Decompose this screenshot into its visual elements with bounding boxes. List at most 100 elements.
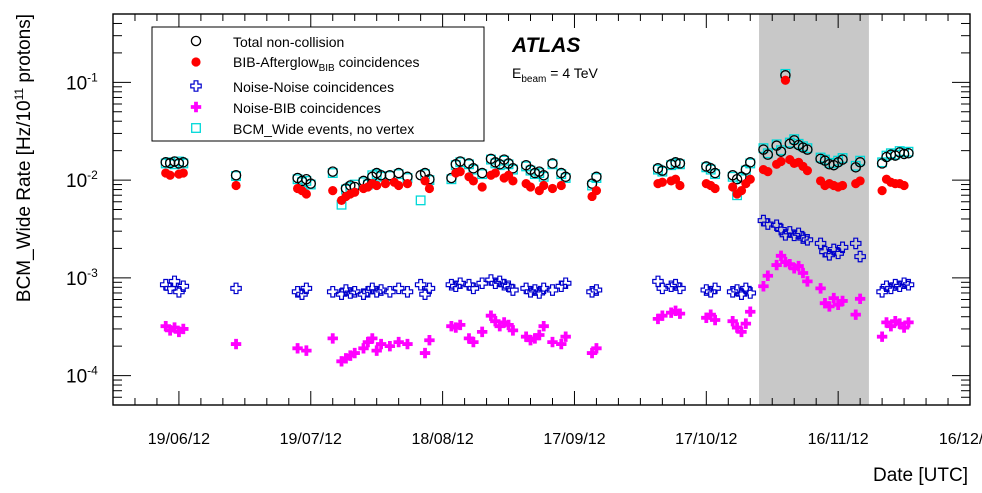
data-point-noise-noise xyxy=(893,280,906,293)
legend-label-noise-bib: Noise-BIB coincidences xyxy=(233,100,381,116)
data-point-noise-bib xyxy=(160,320,171,332)
data-point-bib-afterglow xyxy=(165,170,175,180)
data-point-bib-afterglow xyxy=(855,176,865,186)
data-point-noise-noise xyxy=(423,282,436,295)
data-point-noise-noise xyxy=(792,227,805,240)
data-point-noise-noise xyxy=(392,282,405,295)
data-point-noise-bib xyxy=(815,283,826,294)
data-point-total xyxy=(327,166,338,177)
x-tick-label: 19/07/12 xyxy=(280,431,342,448)
data-point-noise-noise xyxy=(674,282,686,295)
data-point-noise-noise xyxy=(300,282,313,295)
data-point-noise-bib xyxy=(740,318,752,329)
data-point-noise-bib xyxy=(775,250,787,262)
data-point-noise-bib xyxy=(797,267,809,279)
data-point-noise-noise xyxy=(524,285,537,298)
data-point-noise-noise xyxy=(902,278,915,291)
data-point-noise-noise xyxy=(726,285,739,298)
data-point-total xyxy=(547,158,558,169)
data-point-noise-noise xyxy=(507,284,519,296)
data-point-noise-noise xyxy=(401,285,414,298)
data-point-noise-bib xyxy=(657,310,668,321)
data-point-noise-bib xyxy=(494,320,505,332)
data-point-noise-bib xyxy=(727,315,738,327)
data-point-bib-afterglow xyxy=(728,182,738,192)
data-point-noise-bib xyxy=(349,347,360,359)
data-point-noise-bib xyxy=(503,319,514,331)
data-point-bib-afterglow xyxy=(591,186,602,196)
data-point-noise-noise xyxy=(740,282,752,295)
data-point-total xyxy=(178,157,189,168)
data-point-bib-afterglow xyxy=(675,180,685,191)
data-point-bib-afterglow xyxy=(710,183,720,194)
y-tick-label-exponent: -3 xyxy=(87,266,98,280)
data-point-noise-bib xyxy=(498,317,510,328)
data-point-bib-afterglow xyxy=(301,189,311,199)
data-point-noise-bib xyxy=(362,336,374,348)
data-point-noise-bib xyxy=(828,292,839,304)
data-point-noise-bib xyxy=(393,336,404,348)
data-point-bib-afterglow xyxy=(477,182,487,192)
data-point-noise-bib xyxy=(652,313,664,325)
data-point-noise-bib xyxy=(463,333,475,344)
data-point-noise-noise xyxy=(467,282,480,295)
data-point-bib-afterglow xyxy=(763,167,773,177)
data-point-bib-afterglow xyxy=(394,180,404,191)
data-point-noise-noise xyxy=(762,218,774,230)
data-point-total xyxy=(837,154,848,165)
data-point-bib-afterglow xyxy=(657,177,667,187)
data-point-noise-bib xyxy=(424,335,435,346)
data-point-noise-bib xyxy=(903,317,914,328)
data-point-bib-afterglow xyxy=(899,180,909,191)
data-point-noise-bib xyxy=(771,259,782,271)
data-point-bib-afterglow xyxy=(328,186,338,196)
data-point-total xyxy=(393,167,404,179)
data-point-noise-noise xyxy=(586,285,598,298)
data-point-total xyxy=(305,178,317,189)
data-point-noise-noise xyxy=(770,219,783,232)
data-point-noise-bib xyxy=(837,295,848,307)
y-tick-label: 10-4 xyxy=(66,364,98,388)
data-point-noise-bib xyxy=(173,326,185,338)
data-point-bib-afterglow xyxy=(468,176,478,186)
legend-marker-bcm-wide xyxy=(191,123,201,133)
data-point-noise-bib xyxy=(784,258,796,270)
y-axis-label: BCM_Wide Rate [Hz/1011 protons] xyxy=(12,14,35,302)
data-point-bib-afterglow xyxy=(736,186,747,196)
data-point-noise-noise xyxy=(849,237,862,250)
data-point-noise-bib xyxy=(178,323,189,335)
data-point-noise-bib xyxy=(538,320,549,332)
data-point-bib-afterglow xyxy=(490,168,500,178)
data-point-noise-noise xyxy=(788,229,801,242)
data-point-noise-noise xyxy=(731,284,743,296)
data-point-noise-bib xyxy=(520,331,532,342)
data-point-noise-noise xyxy=(357,288,370,300)
data-point-total xyxy=(657,165,668,176)
legend: Total non-collision BIB-AfterglowBIB coi… xyxy=(151,26,485,142)
data-point-total xyxy=(173,158,185,169)
data-point-noise-noise xyxy=(375,284,387,296)
data-point-noise-bib xyxy=(301,345,312,356)
data-point-noise-noise xyxy=(454,277,466,290)
data-point-total xyxy=(854,157,866,168)
data-point-noise-bib xyxy=(375,338,387,350)
data-point-noise-noise xyxy=(370,285,383,298)
data-point-noise-bib xyxy=(230,338,242,350)
data-point-total xyxy=(538,170,549,181)
data-point-noise-bib xyxy=(898,322,910,333)
data-point-noise-bib xyxy=(591,343,602,354)
data-point-bib-afterglow xyxy=(539,180,549,191)
data-point-noise-noise xyxy=(476,277,488,290)
data-point-total xyxy=(898,148,910,160)
beam-energy-value: = 4 TeV xyxy=(546,65,598,81)
data-point-noise-bib xyxy=(367,333,378,344)
y-axis-label-main: BCM_Wide Rate [Hz/10 xyxy=(14,100,35,302)
x-tick-label: 18/08/12 xyxy=(411,431,473,448)
data-point-noise-bib xyxy=(758,281,769,292)
y-tick-label-base: 10 xyxy=(66,171,87,192)
data-point-noise-noise xyxy=(779,229,792,241)
data-point-total xyxy=(674,158,686,169)
data-point-bib-afterglow xyxy=(745,174,755,184)
data-point-bib-afterglow xyxy=(231,180,241,191)
shaded-band-layer xyxy=(759,14,869,405)
